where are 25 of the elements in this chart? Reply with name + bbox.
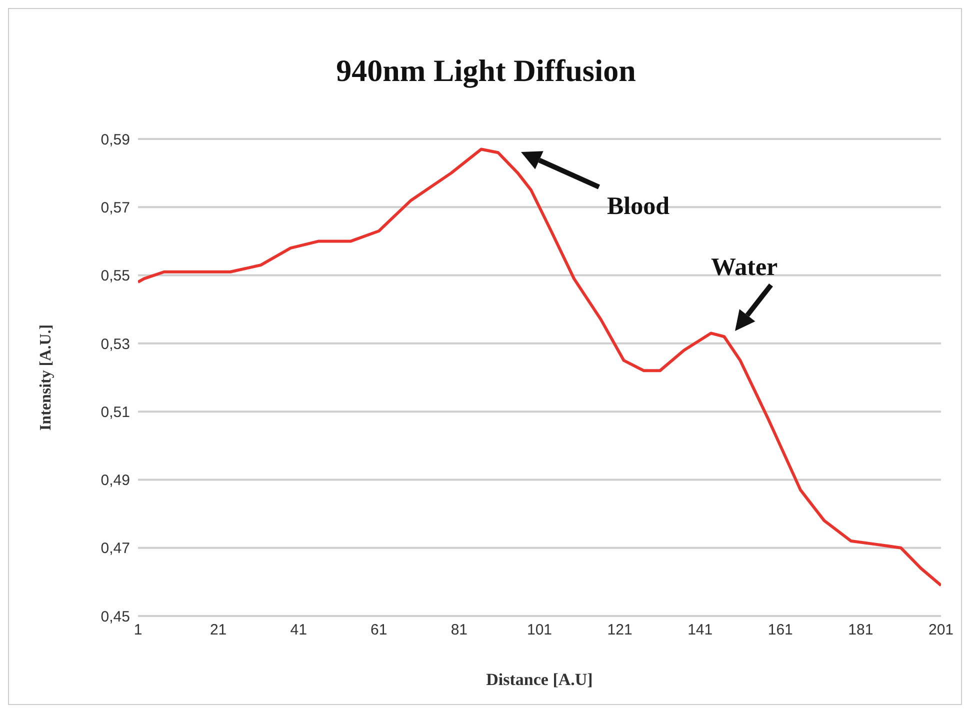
y-tick-label: 0,47 — [100, 540, 130, 558]
annotation: Water — [711, 254, 778, 281]
x-tick-label: 41 — [290, 622, 307, 639]
chart-title: 940nm Light Diffusion — [335, 53, 637, 89]
y-tick-label: 0,45 — [100, 608, 130, 626]
x-tick-label: 201 — [928, 622, 954, 639]
y-tick-label: 0,59 — [100, 131, 130, 148]
x-tick-label: 121 — [607, 622, 632, 639]
x-tick-label: 101 — [526, 622, 552, 639]
x-tick-label: 141 — [688, 622, 713, 639]
x-tick-label: 61 — [370, 622, 388, 639]
x-tick-label: 161 — [768, 622, 793, 639]
x-tick-label: 181 — [848, 622, 874, 639]
annotation: Blood — [607, 193, 670, 220]
y-axis-title: Intensity [A.U.] — [38, 324, 55, 431]
x-tick-label: 21 — [210, 622, 227, 639]
y-tick-label: 0,51 — [100, 404, 130, 421]
x-tick-label: 1 — [134, 622, 142, 639]
y-tick-label: 0,55 — [100, 268, 130, 285]
y-tick-label: 0,53 — [100, 336, 130, 353]
line-series — [138, 148, 941, 587]
x-tick-label: 81 — [450, 622, 468, 639]
y-tick-label: 0,49 — [100, 472, 130, 490]
x-axis-title: Distance [A.U] — [486, 670, 593, 689]
y-tick-label: 0,57 — [100, 199, 130, 216]
